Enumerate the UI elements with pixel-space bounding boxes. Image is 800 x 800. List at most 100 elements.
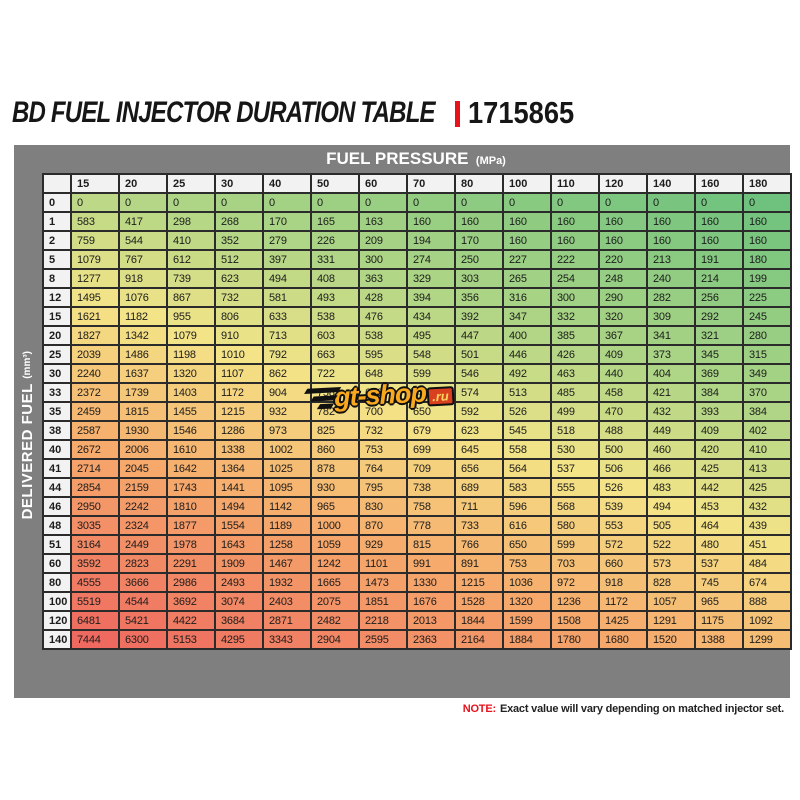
table-cell: 209 bbox=[358, 230, 408, 251]
table-cell: 447 bbox=[454, 325, 504, 346]
row-header: 38 bbox=[42, 420, 72, 441]
table-cell: 1277 bbox=[70, 268, 120, 289]
table-cell: 830 bbox=[358, 496, 408, 517]
table-cell: 464 bbox=[694, 515, 744, 536]
table-cell: 332 bbox=[550, 306, 600, 327]
table-cell: 1059 bbox=[310, 534, 360, 555]
table-cell: 1079 bbox=[166, 325, 216, 346]
table-cell: 425 bbox=[742, 477, 792, 498]
column-header-row: 15 20 25 30 40 50 60 70 80 100 110 120 140 160 180 bbox=[42, 173, 792, 194]
table-cell: 699 bbox=[406, 439, 456, 460]
table-cell: 2595 bbox=[358, 629, 408, 650]
table-cell: 321 bbox=[694, 325, 744, 346]
table-cell: 2372 bbox=[70, 382, 120, 403]
table-cell: 501 bbox=[454, 344, 504, 365]
table-cell: 759 bbox=[70, 230, 120, 251]
column-header: 140 bbox=[646, 173, 696, 194]
table-cell: 0 bbox=[310, 192, 360, 213]
table-cell: 572 bbox=[598, 534, 648, 555]
table-cell: 1036 bbox=[502, 572, 552, 593]
table-cell: 679 bbox=[358, 382, 408, 403]
table-cell: 738 bbox=[406, 477, 456, 498]
table-cell: 3666 bbox=[118, 572, 168, 593]
table-cell: 888 bbox=[742, 591, 792, 612]
table-cell: 446 bbox=[502, 344, 552, 365]
table-cell: 3074 bbox=[214, 591, 264, 612]
table-cell: 1909 bbox=[214, 553, 264, 574]
table-cell: 1101 bbox=[358, 553, 408, 574]
table-cell: 862 bbox=[262, 363, 312, 384]
table-cell: 160 bbox=[598, 211, 648, 232]
table-cell: 1930 bbox=[118, 420, 168, 441]
table-cell: 222 bbox=[550, 249, 600, 270]
table-cell: 499 bbox=[550, 401, 600, 422]
table-cell: 0 bbox=[550, 192, 600, 213]
table-cell: 0 bbox=[70, 192, 120, 213]
table-cell: 2039 bbox=[70, 344, 120, 365]
table-cell: 191 bbox=[694, 249, 744, 270]
table-cell: 4555 bbox=[70, 572, 120, 593]
table-cell: 764 bbox=[358, 458, 408, 479]
row-header: 33 bbox=[42, 382, 72, 403]
table-cell: 2218 bbox=[358, 610, 408, 631]
table-cell: 0 bbox=[598, 192, 648, 213]
table-cell: 160 bbox=[742, 230, 792, 251]
table-cell: 795 bbox=[358, 477, 408, 498]
table-cell: 300 bbox=[550, 287, 600, 308]
table-cell: 1010 bbox=[214, 344, 264, 365]
table-cell: 6300 bbox=[118, 629, 168, 650]
table-cell: 645 bbox=[454, 439, 504, 460]
table-cell: 2045 bbox=[118, 458, 168, 479]
table-cell: 513 bbox=[502, 382, 552, 403]
table-cell: 580 bbox=[550, 515, 600, 536]
table-cell: 0 bbox=[406, 192, 456, 213]
table-cell: 1637 bbox=[118, 363, 168, 384]
delivered-fuel-unit: (mm³) bbox=[22, 351, 33, 380]
table-cell: 392 bbox=[454, 306, 504, 327]
table-cell: 930 bbox=[310, 477, 360, 498]
table-cell: 160 bbox=[646, 230, 696, 251]
table-cell: 303 bbox=[454, 268, 504, 289]
table-cell: 581 bbox=[262, 287, 312, 308]
table-cell: 867 bbox=[166, 287, 216, 308]
table-cell: 3164 bbox=[70, 534, 120, 555]
table-frame: FUEL PRESSURE (MPa) DELIVERED FUEL (mm³)… bbox=[14, 145, 792, 698]
table-cell: 1388 bbox=[694, 629, 744, 650]
table-cell: 370 bbox=[742, 382, 792, 403]
table-cell: 753 bbox=[358, 439, 408, 460]
table-cell: 1338 bbox=[214, 439, 264, 460]
table-cell: 214 bbox=[694, 268, 744, 289]
table-cell: 225 bbox=[742, 287, 792, 308]
table-cell: 367 bbox=[598, 325, 648, 346]
column-header: 120 bbox=[598, 173, 648, 194]
table-cell: 2672 bbox=[70, 439, 120, 460]
table-cell: 227 bbox=[502, 249, 552, 270]
table-cell: 1057 bbox=[646, 591, 696, 612]
watermark-text: gt-shop bbox=[333, 377, 427, 413]
table-cell: 2013 bbox=[406, 610, 456, 631]
table-cell: 1025 bbox=[262, 458, 312, 479]
table-cell: 451 bbox=[742, 534, 792, 555]
table-cell: 1258 bbox=[262, 534, 312, 555]
table-cell: 5519 bbox=[70, 591, 120, 612]
fuel-pressure-unit: (MPa) bbox=[475, 155, 506, 167]
row-header: 25 bbox=[42, 344, 72, 365]
delivered-fuel-label-inner: DELIVERED FUEL (mm³) bbox=[19, 351, 37, 519]
table-cell: 1095 bbox=[262, 477, 312, 498]
table-cell: 1172 bbox=[598, 591, 648, 612]
table-row: 51 3164 2449 1978 1643 1258 1059 929 815 766 650 59… bbox=[42, 534, 792, 555]
row-header: 0 bbox=[42, 192, 72, 213]
row-header: 44 bbox=[42, 477, 72, 498]
table-cell: 553 bbox=[598, 515, 648, 536]
table-row: 80 4555 3666 2986 2493 1932 1665 1473 1330 1215 10… bbox=[42, 572, 792, 593]
table-cell: 385 bbox=[550, 325, 600, 346]
table-cell: 309 bbox=[646, 306, 696, 327]
table-cell: 4295 bbox=[214, 629, 264, 650]
table-cell: 440 bbox=[598, 363, 648, 384]
table-cell: 6481 bbox=[70, 610, 120, 631]
row-header: 80 bbox=[42, 572, 72, 593]
table-cell: 546 bbox=[454, 363, 504, 384]
table-cell: 421 bbox=[646, 382, 696, 403]
table-cell: 616 bbox=[502, 515, 552, 536]
table-cell: 612 bbox=[166, 249, 216, 270]
